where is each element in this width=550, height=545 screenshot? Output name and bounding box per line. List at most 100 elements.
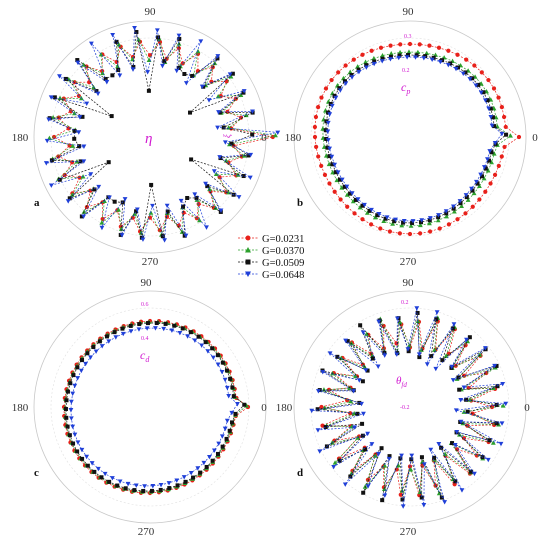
data-point [329,103,335,109]
data-point [380,53,385,58]
data-point [371,55,377,61]
data-point [312,124,318,130]
data-point [110,476,115,481]
variable-symbol: c [140,348,146,362]
data-point [376,212,382,217]
panel-c: 90 180 270 0 c 0.6 0.4 cd [12,277,268,538]
variable-symbol: θ [396,375,402,387]
data-point [469,469,474,474]
data-point [134,209,139,214]
data-point [481,90,486,95]
data-point [463,211,468,216]
data-point [112,199,117,204]
data-point [397,53,402,58]
data-point [361,490,366,495]
data-point [370,356,375,361]
data-point [49,158,54,163]
data-point [490,440,496,445]
data-point [189,157,194,162]
data-point [248,152,254,158]
data-point [46,117,52,122]
data-point [485,98,490,103]
data-point [195,48,201,54]
data-point [360,433,365,438]
data-point [215,125,220,131]
data-point [335,354,340,359]
ring-label-outer: 0.2 [401,300,409,306]
data-point [88,41,94,47]
variable-label: cd [140,348,150,364]
data-point [150,203,155,209]
data-point [188,330,193,335]
data-point [136,327,142,332]
data-point [227,428,232,433]
legend-label: G=0.0231 [262,234,304,245]
data-point [215,362,221,367]
data-point [499,131,505,137]
legend-item: G=0.0509 [238,258,304,269]
data-point [424,362,430,367]
data-point [65,199,71,204]
data-point [345,339,350,344]
data-point [429,57,435,63]
data-point [365,431,371,437]
data-point [491,86,497,91]
data-point [432,347,437,352]
data-point [315,407,320,412]
data-point [457,387,462,392]
data-point [201,460,207,466]
data-point [220,360,225,365]
data-point [250,109,255,114]
data-point [463,70,468,75]
data-point [369,222,374,227]
data-point [217,110,222,115]
data-point [504,132,509,137]
data-point [472,63,477,68]
data-point [99,475,104,480]
series-line [46,27,278,241]
data-point [369,207,374,213]
data-point [163,321,168,326]
data-point [93,349,99,354]
data-point [79,214,84,219]
angle-label-0: 0 [524,402,530,414]
data-point [410,219,416,224]
data-point [337,177,342,182]
data-point [48,183,54,188]
data-point [432,455,437,460]
data-point [141,488,146,493]
data-point [351,410,357,416]
data-point [183,479,188,484]
data-point [464,57,469,62]
data-point [92,469,97,474]
data-point [463,193,469,198]
data-point [81,214,87,219]
data-point [401,218,407,224]
data-point [325,145,330,150]
data-point [205,349,211,354]
data-point [360,217,365,222]
data-point [397,49,403,55]
data-point [474,179,479,185]
ring-label-outer: 0.3 [404,34,412,40]
data-point [376,451,381,457]
data-point [489,159,494,165]
data-point [319,163,324,168]
data-point [72,432,78,438]
data-point [327,351,333,356]
data-point [427,229,433,234]
data-point [458,398,464,403]
data-point [465,409,470,414]
data-point [79,447,85,453]
data-point [72,383,78,389]
data-point [417,222,423,228]
data-point [150,484,156,489]
data-point [483,189,488,194]
data-point [487,149,493,154]
variable-symbol: c [401,80,407,94]
data-point [423,54,428,59]
variable-label: η [145,131,152,147]
data-point [372,453,378,458]
data-point [125,481,131,487]
data-point [196,334,201,339]
